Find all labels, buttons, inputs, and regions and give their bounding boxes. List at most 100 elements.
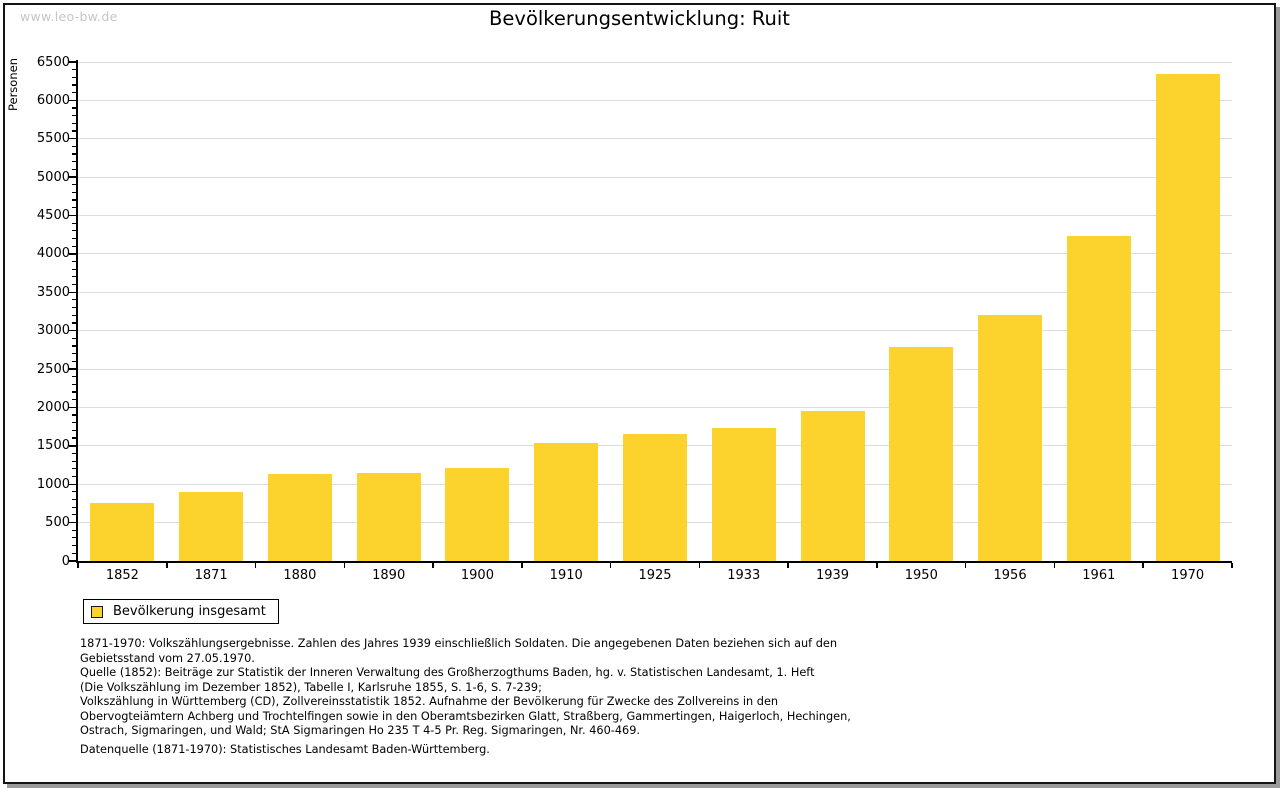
footnote-line-7: Ostrach, Sigmaringen, und Wald; StA Sigm… — [80, 724, 641, 737]
gridline-4000 — [78, 253, 1232, 255]
y-minor-tick-4700 — [72, 199, 76, 201]
y-minor-tick-5300 — [72, 153, 76, 155]
y-axis-label: Personen — [6, 58, 20, 112]
y-minor-tick-2200 — [72, 391, 76, 393]
x-boundary-tick-4 — [432, 563, 434, 568]
gridline-5500 — [78, 138, 1232, 140]
y-minor-tick-1900 — [72, 414, 76, 416]
bar-1852 — [90, 503, 155, 561]
y-major-tick-2000 — [69, 406, 76, 409]
y-tick-label-3000: 3000 — [36, 323, 70, 339]
y-minor-tick-5100 — [72, 168, 76, 170]
y-major-tick-1500 — [69, 445, 76, 447]
bar-1910 — [534, 442, 599, 561]
y-minor-tick-3600 — [72, 283, 76, 286]
y-minor-tick-1100 — [72, 475, 76, 478]
y-tick-label-4000: 4000 — [36, 246, 70, 262]
y-minor-tick-6100 — [72, 92, 76, 94]
y-minor-tick-4600 — [72, 207, 76, 209]
x-boundary-tick-8 — [787, 563, 789, 568]
bar-1871 — [179, 491, 244, 561]
y-minor-tick-2600 — [72, 360, 76, 362]
legend-swatch-icon — [91, 605, 103, 618]
x-boundary-tick-7 — [698, 563, 701, 568]
y-minor-tick-4200 — [72, 237, 76, 240]
y-axis-line — [76, 60, 78, 563]
bar-1880 — [267, 474, 332, 561]
y-minor-tick-4400 — [72, 222, 76, 224]
y-minor-tick-1700 — [72, 429, 76, 431]
gridline-4500 — [78, 215, 1232, 217]
bar-1970 — [1155, 73, 1220, 561]
x-boundary-tick-13 — [1231, 563, 1233, 568]
y-minor-tick-3700 — [72, 276, 76, 278]
y-minor-tick-5400 — [72, 145, 76, 147]
chart-page: www.leo-bw.de Bevölkerungsentwicklung: R… — [3, 3, 1276, 784]
gridline-2000 — [78, 406, 1232, 408]
y-minor-tick-800 — [72, 498, 76, 501]
y-major-tick-6000 — [69, 99, 76, 102]
y-minor-tick-2900 — [72, 337, 76, 339]
y-minor-tick-4800 — [72, 191, 76, 193]
y-minor-tick-5600 — [72, 130, 76, 132]
footnote-line-6: Obervogteiämtern Achberg und Trochtelfin… — [80, 709, 851, 723]
x-tick-label-1900: 1900 — [460, 568, 494, 583]
y-minor-tick-4100 — [72, 245, 76, 247]
x-boundary-tick-6 — [609, 563, 612, 568]
y-minor-tick-4300 — [72, 230, 76, 232]
x-tick-label-1970: 1970 — [1171, 568, 1205, 583]
gridline-2500 — [78, 368, 1232, 370]
bar-1925 — [623, 434, 687, 561]
y-minor-tick-2800 — [72, 345, 76, 347]
x-tick-label-1956: 1956 — [993, 568, 1027, 583]
y-major-tick-2500 — [69, 368, 76, 370]
watermark: www.leo-bw.de — [20, 9, 118, 24]
gridline-6000 — [78, 99, 1232, 101]
x-tick-label-1852: 1852 — [105, 568, 139, 583]
y-minor-tick-5800 — [72, 115, 76, 117]
x-axis-line — [76, 561, 1232, 563]
y-major-tick-1000 — [69, 483, 76, 485]
y-minor-tick-6200 — [72, 84, 76, 86]
x-boundary-tick-12 — [1142, 563, 1145, 568]
y-tick-label-6000: 6000 — [36, 92, 70, 108]
y-minor-tick-3100 — [72, 322, 76, 324]
footnote-line-3: Quelle (1852): Beiträge zur Statistik de… — [80, 666, 815, 679]
y-minor-tick-3800 — [72, 268, 76, 270]
bar-1956 — [978, 314, 1043, 561]
bar-1961 — [1066, 235, 1131, 561]
y-minor-tick-3300 — [72, 306, 76, 309]
gridline-6500 — [78, 61, 1232, 63]
x-tick-label-1933: 1933 — [727, 568, 761, 583]
y-tick-label-0: 0 — [61, 553, 70, 569]
y-major-tick-4000 — [69, 253, 76, 255]
bar-1939 — [800, 411, 865, 561]
gridline-3000 — [78, 330, 1232, 332]
x-boundary-tick-1 — [165, 563, 168, 568]
x-boundary-tick-11 — [1053, 563, 1056, 568]
y-tick-label-3500: 3500 — [36, 284, 70, 300]
y-minor-tick-600 — [72, 514, 76, 516]
bar-chart-plot-area: 0 500 1000 1500 2000 2500 3000 3500 4000 4500 5000… — [37, 56, 1233, 583]
x-boundary-tick-0 — [77, 563, 79, 568]
y-minor-tick-700 — [72, 506, 76, 508]
x-boundary-tick-3 — [343, 563, 346, 568]
y-minor-tick-5200 — [72, 161, 76, 163]
x-tick-label-1961: 1961 — [1082, 568, 1116, 583]
footnote-line-4: (Die Volkszählung im Dezember 1852), Tab… — [80, 680, 542, 694]
x-boundary-tick-9 — [876, 563, 878, 568]
y-major-tick-3000 — [69, 329, 76, 332]
footnote-line-1: 1871-1970: Volkszählungsergebnisse. Zahl… — [80, 637, 838, 650]
gridline-5000 — [78, 176, 1232, 178]
footnote-line-2: Gebietsstand vom 27.05.1970. — [80, 651, 255, 665]
footnotes: 1871-1970: Volkszählungsergebnisse. Zahl… — [80, 637, 851, 739]
y-minor-tick-2300 — [72, 383, 76, 385]
y-tick-label-1500: 1500 — [36, 438, 70, 454]
x-boundary-tick-10 — [964, 563, 967, 568]
bar-1900 — [445, 467, 510, 561]
y-major-tick-5500 — [69, 138, 76, 140]
y-minor-tick-900 — [72, 491, 76, 493]
y-minor-tick-200 — [72, 544, 76, 547]
y-tick-label-2500: 2500 — [36, 361, 70, 377]
y-major-tick-3500 — [69, 291, 76, 293]
